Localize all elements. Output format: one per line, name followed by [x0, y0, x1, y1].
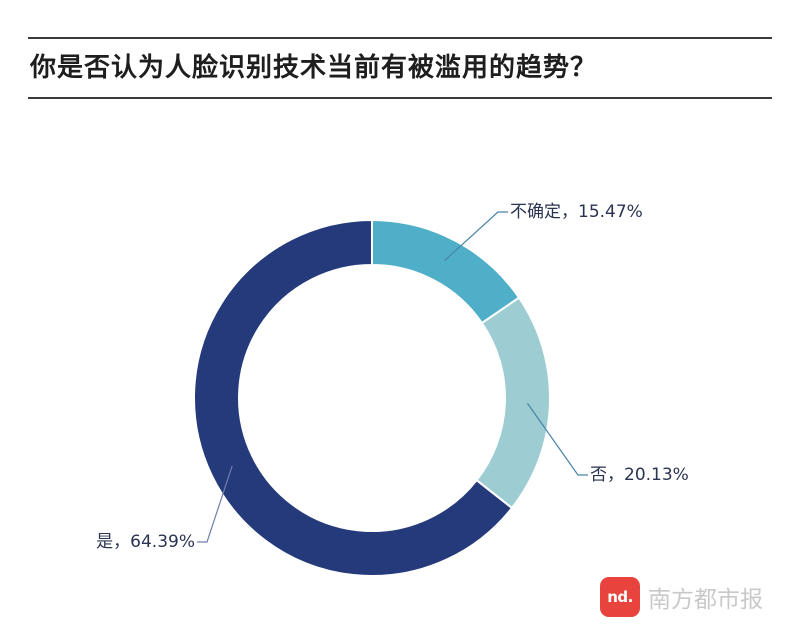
slice-0 [371, 218, 521, 325]
watermark-text: 南方都市报 [648, 587, 763, 613]
slice-2 [193, 218, 514, 577]
leader-line-2 [197, 465, 233, 543]
title-divider [28, 97, 772, 99]
watermark-logo: nd. 南方都市报 [600, 577, 763, 617]
leader-line-0 [444, 211, 508, 261]
top-rule [28, 37, 772, 39]
slice-label-2: 是，64.39% [96, 532, 195, 552]
chart-title: 你是否认为人脸识别技术当前有被滥用的趋势？ [30, 53, 598, 83]
slice-1 [475, 296, 551, 510]
slice-label-0: 不确定，15.47% [510, 202, 643, 222]
leader-line-1 [526, 402, 588, 476]
nd-logo-icon: nd. [600, 577, 640, 617]
slice-label-1: 否，20.13% [590, 465, 689, 485]
